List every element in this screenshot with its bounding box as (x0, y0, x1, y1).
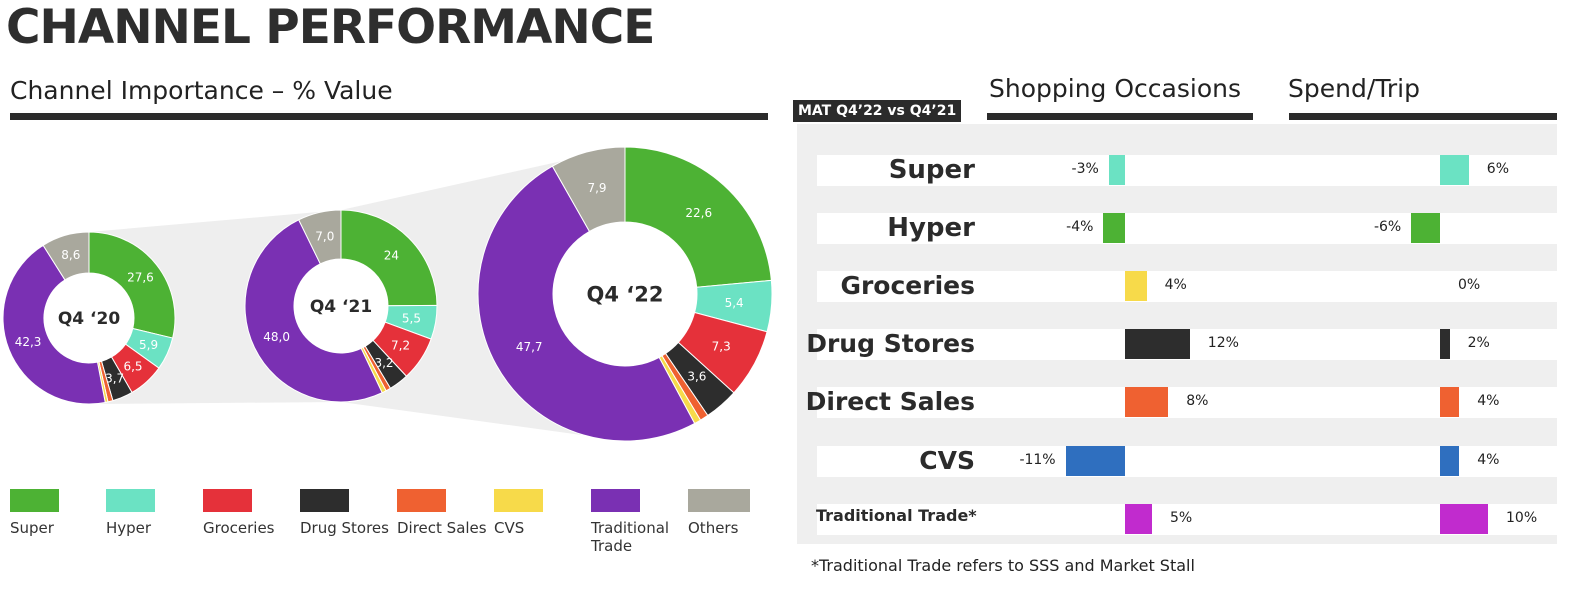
shopping-occasions-bar (1108, 155, 1125, 185)
legend-label: Direct Sales (397, 519, 487, 537)
spend-trip-bar (1440, 387, 1460, 417)
spend-trip-value-label: 10% (1506, 510, 1538, 526)
bar-category-label: Super (888, 155, 975, 185)
legend-label: Hyper (106, 519, 152, 537)
legend-swatch-direct-sales (397, 489, 446, 512)
spend-trip-title: Spend/Trip (1288, 74, 1420, 103)
donut-slice-traditional-trade (244, 219, 383, 403)
shopping-occasions-bar (1065, 446, 1125, 476)
bar-row-band (817, 387, 1557, 418)
legend-swatch-groceries (203, 489, 252, 512)
donut-center-label: Q4 ‘22 (587, 282, 664, 306)
donut-data-label: 22,6 (685, 206, 712, 220)
spend-trip-bar (1440, 446, 1460, 476)
page-title: CHANNEL PERFORMANCE (6, 0, 655, 55)
shopping-occasions-value-label: 4% (1164, 277, 1187, 293)
shopping-occasions-value-label: -11% (1019, 452, 1056, 468)
shopping-occasions-value-label: 8% (1186, 393, 1209, 409)
donut-slice-others (42, 231, 90, 281)
legend-label: Groceries (203, 519, 275, 537)
spend-trip-value-label: 6% (1486, 161, 1510, 177)
donut-center-label: Q4 ‘20 (58, 309, 120, 329)
donut-data-label: 42,3 (15, 335, 42, 349)
spend-trip-value-label: -6% (1373, 219, 1402, 235)
bar-category-label: Traditional Trade* (816, 506, 977, 525)
bar-category-label: Hyper (887, 213, 975, 243)
donut-slice-traditional-trade (2, 244, 106, 405)
donut-slice-super (624, 146, 772, 288)
footnote: *Traditional Trade refers to SSS and Mar… (811, 556, 1195, 575)
legend-label: CVS (494, 519, 525, 537)
shopping-occasions-value-label: -3% (1071, 161, 1099, 177)
mat-period-label: MAT Q4’22 vs Q4’21 (793, 100, 962, 122)
legend-swatch-others (688, 489, 750, 512)
shopping-occasions-title: Shopping Occasions (989, 74, 1241, 103)
donut-data-label: 5,9 (139, 338, 158, 352)
shopping-occasions-value-label: 5% (1170, 510, 1193, 526)
donut-data-label: 5,5 (402, 311, 421, 325)
donut-data-label: 47,7 (516, 340, 543, 354)
donut-slice-super (340, 209, 438, 307)
donut-slice-others (298, 209, 342, 265)
bar-category-label: Drug Stores (806, 329, 975, 358)
donut-data-label: 24 (384, 248, 399, 262)
bar-category-label: CVS (919, 446, 975, 475)
donut-data-label: 7,0 (315, 229, 334, 243)
spend-trip-bar (1440, 504, 1488, 534)
spend-trip-value-label: 4% (1477, 452, 1500, 468)
spend-trip-bar (1440, 329, 1450, 359)
shopping-occasions-bar (1125, 271, 1147, 301)
spend-trip-value-label: 4% (1477, 393, 1500, 409)
donut-data-label: 8,6 (61, 248, 80, 262)
donut-slice-super (88, 231, 176, 339)
legend-swatch-drug-stores (300, 489, 349, 512)
legend-swatch-cvs (494, 489, 543, 512)
donut-charts: 27,6 5,9 6,53,7 42,3 8,6 Q4 ‘20 24 5,5 7,2 3,2 48,… (2, 146, 773, 442)
spend-trip-bar (1411, 213, 1440, 243)
donut-data-label: 3,6 (687, 370, 706, 384)
legend-label: Super (10, 519, 54, 537)
donut-data-label: 6,5 (123, 360, 142, 374)
legend-swatch-hyper (106, 489, 155, 512)
donut-data-label: 3,7 (105, 371, 124, 385)
legend-label: Traditional Trade (591, 519, 670, 555)
donut-center-label: Q4 ‘21 (310, 297, 372, 317)
bar-row-band (817, 271, 1557, 302)
legend-label: Others (688, 519, 739, 537)
donut-slice-traditional-trade (477, 165, 696, 442)
donut-data-label: 48,0 (263, 330, 290, 344)
shopping-occasions-bar (1103, 213, 1125, 243)
spend-trip-value-label: 2% (1467, 335, 1490, 351)
donut-data-label: 7,2 (391, 339, 410, 353)
donut-data-label: 7,3 (712, 339, 731, 353)
spend-trip-rule (1289, 113, 1557, 120)
spend-trip-value-label: 0% (1458, 277, 1481, 293)
shopping-occasions-rule (987, 113, 1253, 120)
shopping-occasions-value-label: -4% (1066, 219, 1094, 235)
shopping-occasions-bar (1125, 329, 1190, 359)
bar-category-label: Groceries (840, 271, 975, 300)
shopping-occasions-value-label: 12% (1207, 335, 1239, 351)
donut-data-label: 3,2 (374, 356, 393, 370)
donut-data-label: 27,6 (127, 270, 154, 284)
donut-data-label: 7,9 (587, 181, 606, 195)
spend-trip-bar (1440, 155, 1469, 185)
channel-importance-title: Channel Importance – % Value (10, 76, 393, 105)
shopping-occasions-bar (1125, 387, 1169, 417)
bar-category-label: Direct Sales (805, 387, 975, 416)
legend-label: Drug Stores (300, 519, 389, 537)
donut-slice-others (551, 146, 626, 233)
channel-importance-rule (10, 113, 768, 120)
bar-row-band (817, 504, 1557, 535)
bar-row-band (817, 155, 1557, 186)
legend-swatch-traditional-trade (591, 489, 640, 512)
donut-data-label: 5,4 (725, 296, 744, 310)
legend-swatch-super (10, 489, 59, 512)
shopping-occasions-bar (1125, 504, 1152, 534)
bar-row-band (817, 446, 1557, 477)
